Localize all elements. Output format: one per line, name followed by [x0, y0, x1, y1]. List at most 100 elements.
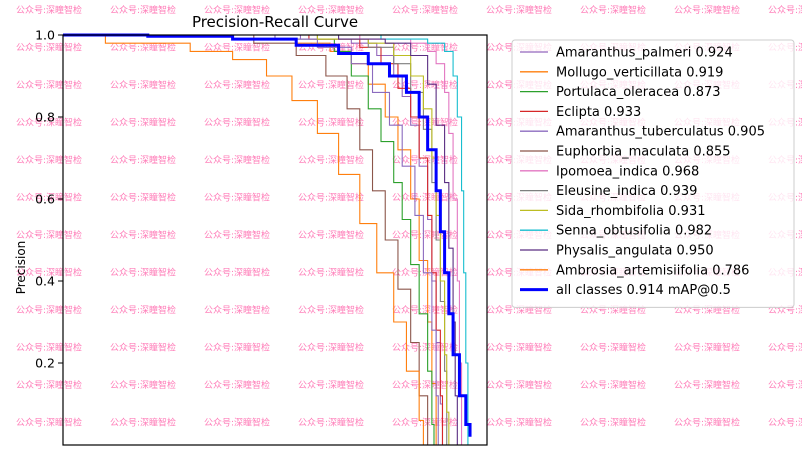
- watermark-text: 公众号:深瞳智检: [674, 379, 740, 391]
- watermark-text: 公众号:深瞳智检: [16, 117, 82, 129]
- y-tick-label: 1.0: [35, 28, 55, 43]
- watermark-text: 公众号:深瞳智检: [298, 267, 364, 279]
- legend-label: Eleusine_indica 0.939: [556, 184, 697, 199]
- watermark-text: 公众号:深瞳智检: [298, 417, 364, 429]
- watermark-text: 公众号:深瞳智检: [298, 79, 364, 91]
- watermark-text: 公众号:深瞳智检: [768, 379, 802, 391]
- legend: Amaranthus_palmeri 0.924 Mollugo_verticil…: [511, 39, 795, 308]
- y-tick-label: 0.8: [35, 110, 55, 125]
- watermark-text: 公众号:深瞳智检: [204, 417, 270, 429]
- plot-frame: [62, 34, 488, 446]
- watermark-text: 公众号:深瞳智检: [392, 4, 458, 16]
- watermark-text: 公众号:深瞳智检: [392, 154, 458, 166]
- watermark-text: 公众号:深瞳智检: [16, 154, 82, 166]
- watermark-text: 公众号:深瞳智检: [580, 379, 646, 391]
- watermark-text: 公众号:深瞳智检: [110, 117, 176, 129]
- watermark-text: 公众号:深瞳智检: [392, 304, 458, 316]
- watermark-text: 公众号:深瞳智检: [298, 229, 364, 241]
- legend-label: Amaranthus_palmeri 0.924: [556, 46, 733, 61]
- legend-label: Sida_rhombifolia 0.931: [556, 204, 706, 219]
- watermark-text: 公众号:深瞳智检: [674, 417, 740, 429]
- watermark-text: 公众号:深瞳智检: [16, 4, 82, 16]
- legend-label: Ambrosia_artemisiifolia 0.786: [556, 263, 749, 278]
- watermark-text: 公众号:深瞳智检: [204, 192, 270, 204]
- watermark-text: 公众号:深瞳智检: [16, 192, 82, 204]
- watermark-text: 公众号:深瞳智检: [16, 42, 82, 54]
- series-layer: [63, 33, 472, 445]
- legend-label: Physalis_angulata 0.950: [556, 244, 714, 259]
- watermark-text: 公众号:深瞳智检: [392, 229, 458, 241]
- legend-label: Senna_obtusifolia 0.982: [556, 224, 712, 239]
- watermark-text: 公众号:深瞳智检: [580, 342, 646, 354]
- y-axis-label: Precision: [14, 241, 28, 295]
- watermark-text: 公众号:深瞳智检: [674, 342, 740, 354]
- watermark-text: 公众号:深瞳智检: [204, 379, 270, 391]
- watermark-text: 公众号:深瞳智检: [110, 154, 176, 166]
- y-tick-label: 0.6: [35, 192, 55, 207]
- watermark-text: 公众号:深瞳智检: [16, 417, 82, 429]
- legend-label: Mollugo_verticillata 0.919: [556, 65, 723, 80]
- series-line-9: [63, 34, 469, 445]
- watermark-text: 公众号:深瞳智检: [110, 342, 176, 354]
- watermark-text: 公众号:深瞳智检: [16, 79, 82, 91]
- watermark-text: 公众号:深瞳智检: [110, 42, 176, 54]
- watermark-text: 公众号:深瞳智检: [110, 192, 176, 204]
- watermark-text: 公众号:深瞳智检: [674, 4, 740, 16]
- watermark-text: 公众号:深瞳智检: [110, 379, 176, 391]
- watermark-text: 公众号:深瞳智检: [298, 192, 364, 204]
- series-line-12: [63, 33, 472, 437]
- legend-label: Eclipta 0.933: [556, 105, 641, 120]
- watermark-text: 公众号:深瞳智检: [298, 4, 364, 16]
- legend-label: all classes 0.914 mAP@0.5: [556, 283, 731, 298]
- y-axis: 0.2 0.4 0.6 0.8 1.0: [35, 28, 63, 371]
- legend-label: Ipomoea_indica 0.968: [556, 164, 699, 179]
- watermark-text: 公众号:深瞳智检: [486, 4, 552, 16]
- watermark-text: 公众号:深瞳智检: [110, 417, 176, 429]
- watermark-text: 公众号:深瞳智检: [204, 117, 270, 129]
- legend-label: Euphorbia_maculata 0.855: [556, 145, 731, 160]
- watermark-text: 公众号:深瞳智检: [580, 4, 646, 16]
- y-tick-label: 0.4: [35, 274, 55, 289]
- legend-label: Portulaca_oleracea 0.873: [556, 85, 721, 100]
- watermark-text: 公众号:深瞳智检: [768, 417, 802, 429]
- chart-title: Precision-Recall Curve: [192, 13, 358, 31]
- watermark-text: 公众号:深瞳智检: [16, 342, 82, 354]
- series-line-11: [63, 34, 424, 445]
- watermark-text: 公众号:深瞳智检: [392, 42, 458, 54]
- watermark-text: 公众号:深瞳智检: [392, 342, 458, 354]
- watermark-text: 公众号:深瞳智检: [298, 304, 364, 316]
- series-line-6: [63, 34, 463, 445]
- series-line-2: [63, 34, 435, 445]
- series-line-5: [63, 34, 429, 445]
- watermark-text: 公众号:深瞳智检: [204, 304, 270, 316]
- watermark-text: 公众号:深瞳智检: [768, 342, 802, 354]
- watermark-text: 公众号:深瞳智检: [204, 267, 270, 279]
- watermark-text: 公众号:深瞳智检: [486, 417, 552, 429]
- watermark-text: 公众号:深瞳智检: [16, 304, 82, 316]
- watermark-text: 公众号:深瞳智检: [110, 4, 176, 16]
- watermark-text: 公众号:深瞳智检: [204, 79, 270, 91]
- watermark-text: 公众号:深瞳智检: [392, 417, 458, 429]
- watermark-text: 公众号:深瞳智检: [204, 229, 270, 241]
- watermark-text: 公众号:深瞳智检: [110, 267, 176, 279]
- watermark-text: 公众号:深瞳智检: [204, 4, 270, 16]
- y-tick-label: 0.2: [35, 356, 55, 371]
- watermark-text: 公众号:深瞳智检: [16, 267, 82, 279]
- legend-box: [511, 39, 795, 308]
- watermark-text: 公众号:深瞳智检: [298, 117, 364, 129]
- watermark-text: 公众号:深瞳智检: [204, 42, 270, 54]
- legend-label: Amaranthus_tuberculatus 0.905: [556, 125, 765, 140]
- watermark-text: 公众号:深瞳智检: [486, 342, 552, 354]
- watermark-text: 公众号:深瞳智检: [16, 379, 82, 391]
- watermark-text: 公众号:深瞳智检: [298, 342, 364, 354]
- watermark-text: 公众号:深瞳智检: [298, 154, 364, 166]
- watermark-text: 公众号:深瞳智检: [110, 304, 176, 316]
- watermark-text: 公众号:深瞳智检: [392, 379, 458, 391]
- watermark-text: 公众号:深瞳智检: [298, 379, 364, 391]
- watermark-text: 公众号:深瞳智检: [486, 379, 552, 391]
- watermark-text: 公众号:深瞳智检: [16, 229, 82, 241]
- watermark-text: 公众号:深瞳智检: [110, 79, 176, 91]
- watermark-text: 公众号:深瞳智检: [204, 342, 270, 354]
- watermark-text: 公众号:深瞳智检: [204, 154, 270, 166]
